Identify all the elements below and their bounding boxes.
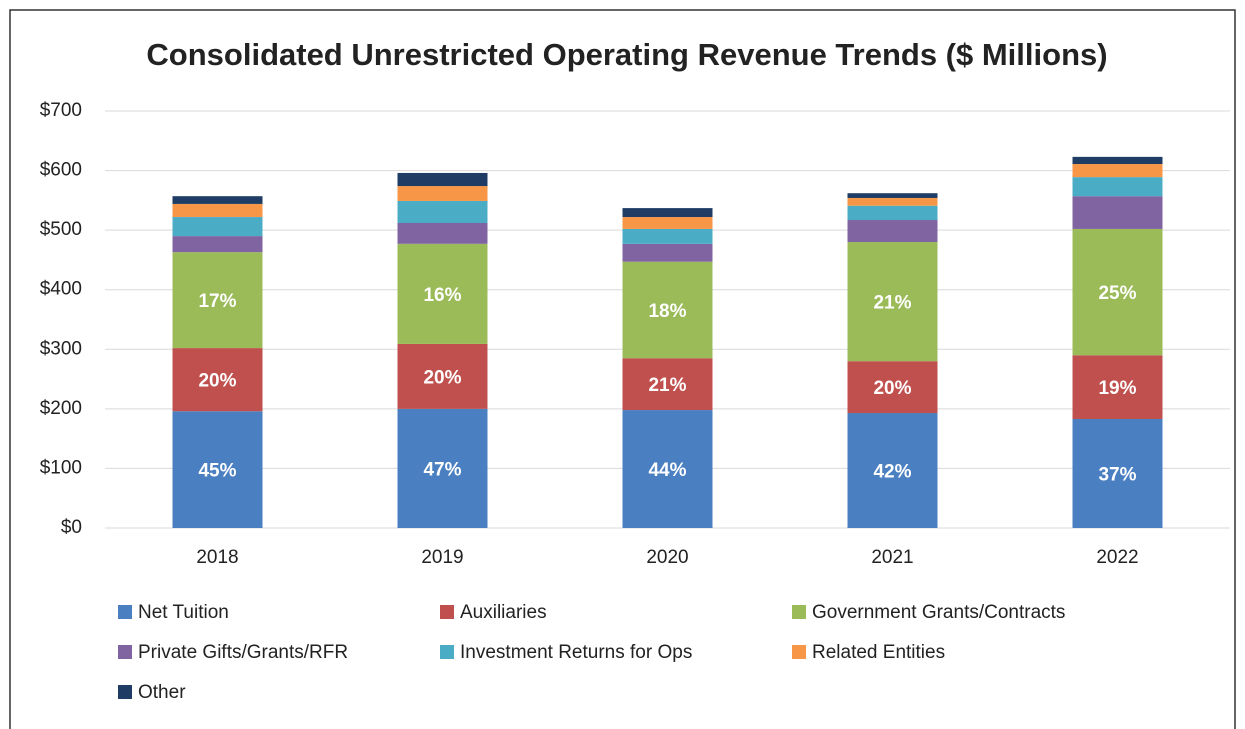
bar-segment xyxy=(1072,164,1163,178)
legend-swatch xyxy=(118,645,132,659)
bar-segment xyxy=(397,200,488,223)
bar-segment xyxy=(172,217,263,237)
bar-segment xyxy=(172,203,263,218)
chart-title: Consolidated Unrestricted Operating Reve… xyxy=(146,37,1107,72)
bar-segment xyxy=(847,361,938,414)
legend-label: Auxiliaries xyxy=(460,602,547,623)
legend-label: Government Grants/Contracts xyxy=(812,602,1065,623)
bar-segment xyxy=(1072,418,1163,528)
bar-segment xyxy=(1072,177,1163,197)
bar-segment xyxy=(1072,228,1163,356)
bar-segment xyxy=(847,205,938,221)
y-tick-label: $700 xyxy=(40,100,82,121)
legend-swatch xyxy=(792,605,806,619)
x-tick-label: 2022 xyxy=(1096,547,1138,568)
bar-segment xyxy=(397,186,488,201)
legend-swatch xyxy=(440,605,454,619)
bar-segment xyxy=(172,348,263,412)
y-tick-label: $100 xyxy=(40,457,82,478)
legend-swatch xyxy=(792,645,806,659)
y-tick-label: $500 xyxy=(40,219,82,240)
legend-label: Related Entities xyxy=(812,642,945,663)
segment-label: 21% xyxy=(873,293,911,314)
bar-segment xyxy=(1072,156,1163,165)
segment-label: 21% xyxy=(648,375,686,396)
x-tick-label: 2019 xyxy=(421,547,463,568)
legend-label: Other xyxy=(138,682,186,703)
bar-segment xyxy=(172,236,263,253)
bar-segment xyxy=(847,197,938,206)
bar-segment xyxy=(622,208,713,218)
bar-segment xyxy=(622,243,713,262)
bar-segment xyxy=(847,242,938,362)
bar-segment xyxy=(172,196,263,204)
legend-label: Private Gifts/Grants/RFR xyxy=(138,642,348,663)
legend-swatch xyxy=(118,605,132,619)
segment-label: 37% xyxy=(1098,465,1136,486)
segment-label: 17% xyxy=(198,291,236,312)
segment-label: 16% xyxy=(423,285,461,306)
y-tick-label: $0 xyxy=(61,517,82,538)
bar-segment xyxy=(622,217,713,229)
bar-segment xyxy=(172,252,263,349)
y-tick-label: $400 xyxy=(40,279,82,300)
bar-segment xyxy=(622,358,713,411)
segment-label: 20% xyxy=(423,367,461,388)
segment-label: 47% xyxy=(423,459,461,480)
segment-label: 45% xyxy=(198,461,236,482)
segment-label: 18% xyxy=(648,301,686,322)
x-tick-label: 2020 xyxy=(646,547,688,568)
y-tick-label: $600 xyxy=(40,160,82,181)
legend-swatch xyxy=(440,645,454,659)
bar-segment xyxy=(847,220,938,243)
segment-label: 42% xyxy=(873,462,911,483)
y-tick-label: $200 xyxy=(40,398,82,419)
bar-segment xyxy=(397,222,488,244)
bar-segment xyxy=(622,410,713,528)
segment-label: 19% xyxy=(1098,378,1136,399)
segment-label: 20% xyxy=(873,378,911,399)
bar-segment xyxy=(847,193,938,198)
segment-label: 44% xyxy=(648,460,686,481)
bar-segment xyxy=(397,408,488,528)
segment-label: 25% xyxy=(1098,283,1136,304)
y-tick-label: $300 xyxy=(40,338,82,359)
bar-segment xyxy=(172,411,263,528)
segment-label: 20% xyxy=(198,371,236,392)
bar-segment xyxy=(1072,196,1163,229)
legend-swatch xyxy=(118,685,132,699)
x-tick-label: 2021 xyxy=(871,547,913,568)
bar-segment xyxy=(622,228,713,244)
bar-segment xyxy=(1072,355,1163,419)
bar-segment xyxy=(397,343,488,409)
bar-segment xyxy=(847,413,938,528)
legend-label: Net Tuition xyxy=(138,602,229,623)
bar-segment xyxy=(397,243,488,344)
bar-segment xyxy=(622,261,713,359)
chart-border xyxy=(9,9,1236,729)
legend-label: Investment Returns for Ops xyxy=(460,642,692,663)
bar-segment xyxy=(397,172,488,187)
x-tick-label: 2018 xyxy=(196,547,238,568)
